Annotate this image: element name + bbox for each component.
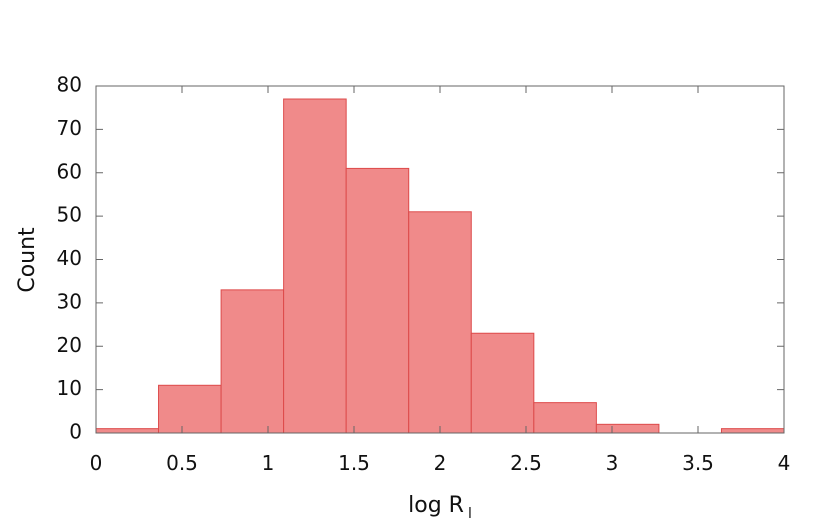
histogram-bar-5 (408, 211, 472, 434)
histogram-bar-7 (533, 402, 597, 434)
histogram-bar-6 (470, 332, 535, 434)
y-tick-label-1: 10 (57, 376, 82, 400)
y-tick-label-7: 70 (57, 116, 82, 140)
y-tick-label-4: 40 (57, 246, 82, 270)
y-tick-label-5: 50 (57, 203, 82, 227)
x-axis-label-subscript: l (468, 506, 472, 522)
y-axis-label: Count (15, 227, 40, 293)
x-tick-label-2: 1 (262, 451, 275, 475)
y-tick-label-2: 20 (57, 333, 82, 357)
histogram-bar-4 (345, 167, 410, 434)
x-tick-label-8: 4 (778, 451, 791, 475)
y-tick-label-3: 30 (57, 289, 82, 313)
x-tick-label-1: 0.5 (166, 451, 198, 475)
x-tick-label-5: 2.5 (510, 451, 542, 475)
x-tick-label-3: 1.5 (338, 451, 370, 475)
x-tick-label-0: 0 (90, 451, 103, 475)
y-tick-label-8: 80 (57, 73, 82, 97)
x-tick-label-7: 3.5 (682, 451, 714, 475)
x-tick-label-4: 2 (434, 451, 447, 475)
x-axis-label-main: log R (408, 493, 464, 518)
histogram-bar-10 (720, 428, 785, 434)
histogram-bar-8 (595, 423, 660, 434)
histogram-bar-1 (158, 384, 222, 434)
histogram-bar-0 (95, 428, 160, 434)
x-tick-label-6: 3 (606, 451, 619, 475)
bars-group (95, 98, 785, 434)
histogram-bar-3 (283, 98, 347, 434)
histogram-bar-2 (220, 289, 285, 434)
y-tick-label-0: 0 (69, 420, 82, 444)
y-tick-label-6: 60 (57, 159, 82, 183)
